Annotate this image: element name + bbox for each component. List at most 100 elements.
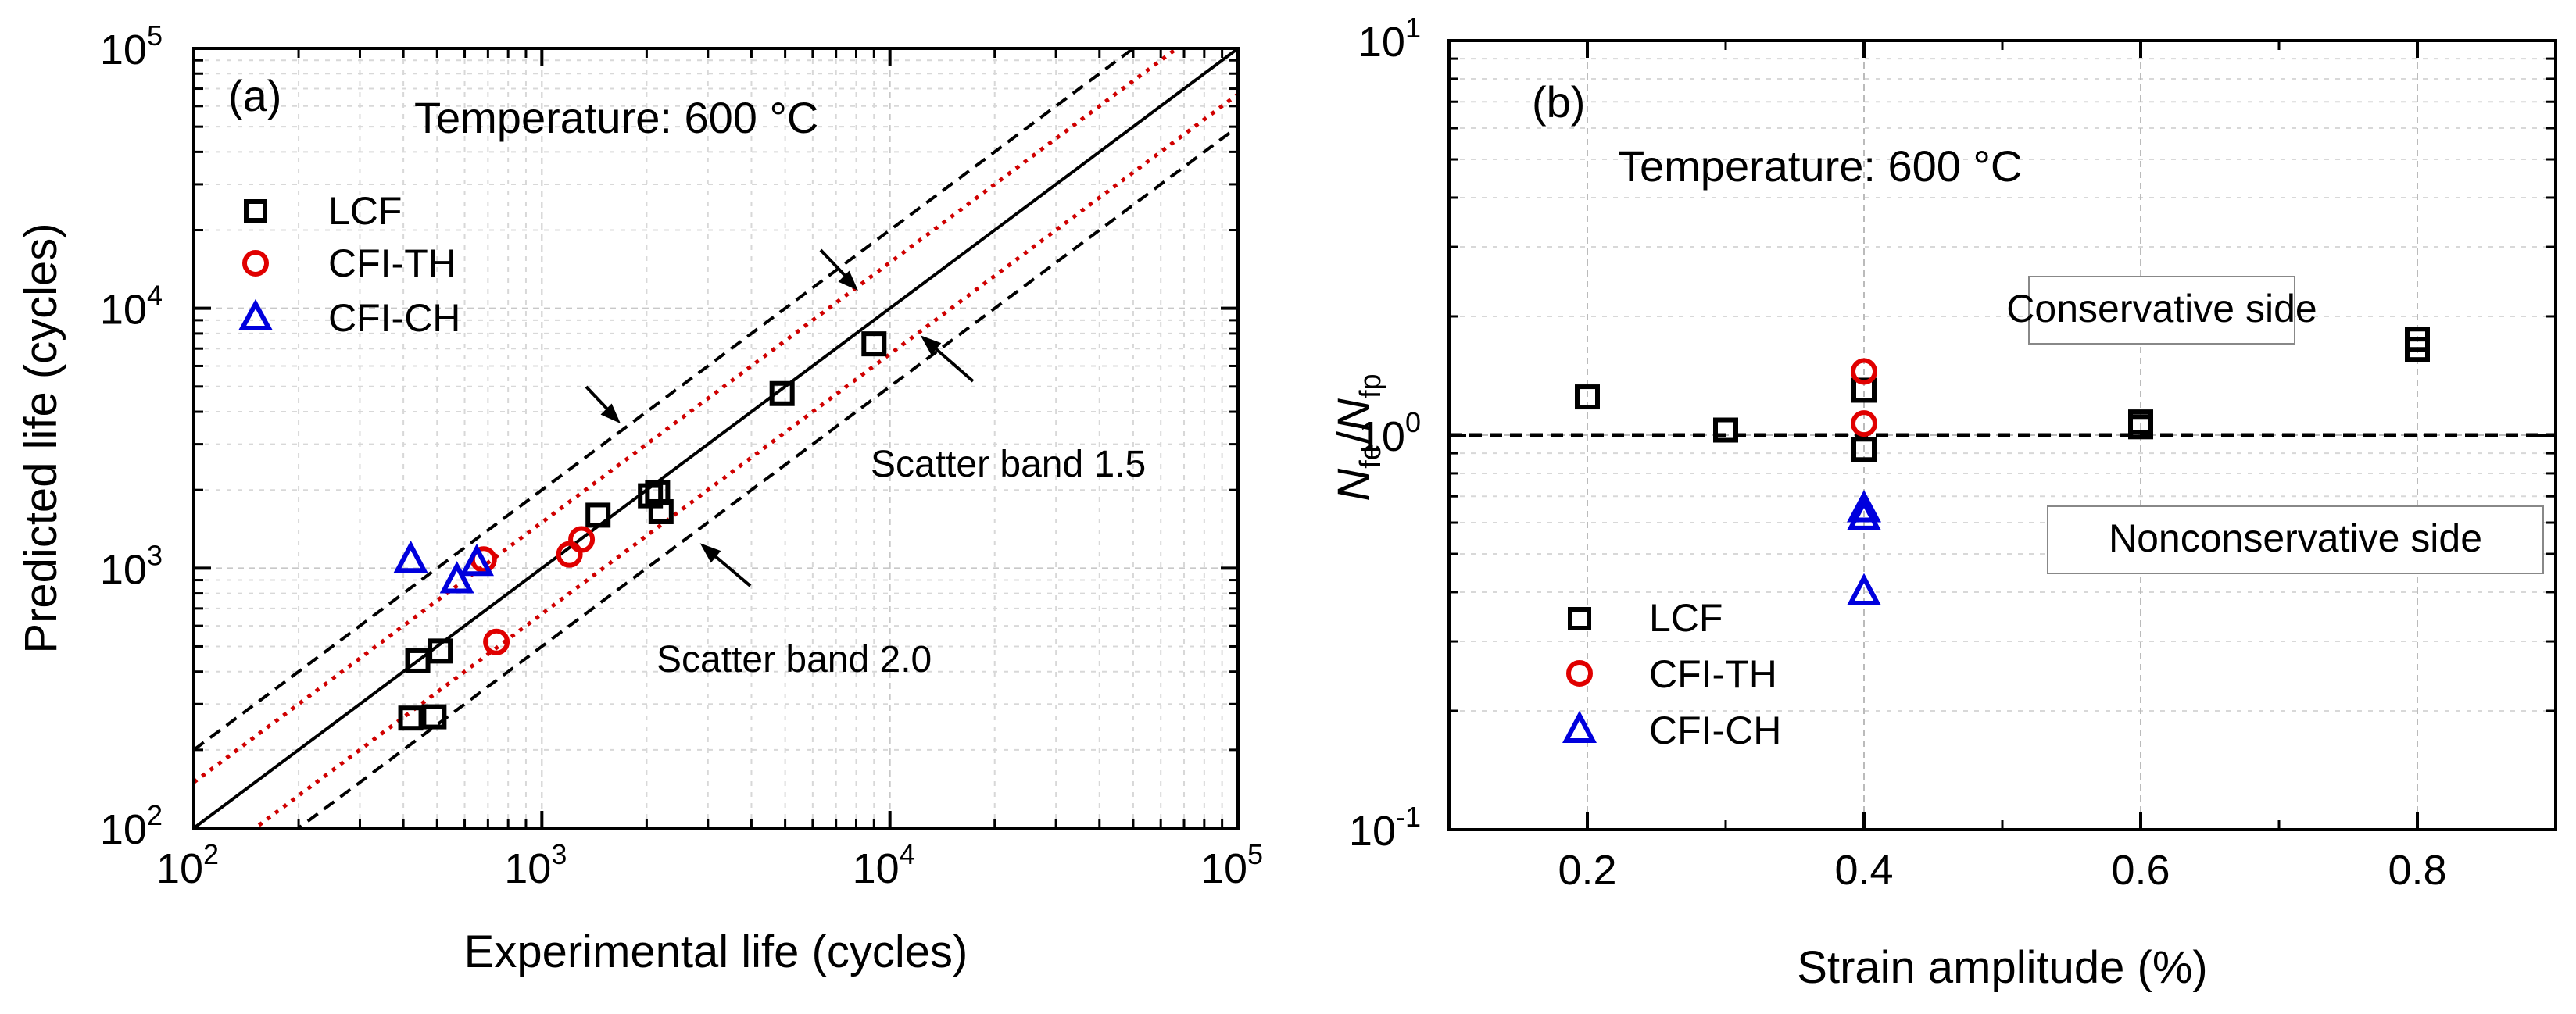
arrow-3-head (600, 403, 621, 423)
y-tick-label-b: 100 (1358, 406, 1421, 460)
x-tick-label-a-base: 10 (504, 845, 551, 892)
arrow-4 (708, 550, 752, 587)
x-tick-label-a-exp: 2 (203, 838, 219, 870)
y-tick-label-a-base: 10 (100, 546, 147, 593)
ylabel-n1: N (1329, 469, 1379, 502)
y-tick-label-a-base: 10 (100, 806, 147, 853)
chart-a-x-axis-title: Experimental life (cycles) (464, 927, 968, 977)
chart-b-points (1575, 327, 2430, 605)
arrow-2 (928, 342, 975, 383)
ref-line-solid (194, 48, 1238, 828)
chart-a-legend: LCF CFI-TH CFI-CH (238, 189, 460, 340)
chart-a-temperature: Temperature: 600 °C (414, 93, 818, 142)
legend-b-cfi-th-marker (1566, 660, 1593, 687)
y-tick-label-a-exp: 5 (147, 20, 163, 52)
ylabel-n2: N (1329, 398, 1379, 431)
chart-a-scatter-band-2-0: Scatter band 2.0 (657, 639, 932, 680)
point-a-lcf (861, 331, 887, 357)
legend-b-cfi-th-label: CFI-TH (1649, 652, 1777, 696)
point-b-lcf (2128, 414, 2153, 440)
point-b-lcf (1852, 377, 1877, 403)
point-b-cfi-th (1851, 358, 1877, 385)
x-tick-label-b: 0.8 (2388, 847, 2446, 894)
x-tick-label-a: 104 (853, 838, 915, 892)
chart-b-temperature: Temperature: 600 °C (1618, 141, 2022, 191)
x-tick-label-a-exp: 3 (551, 838, 567, 870)
legend-a-cfi-ch-marker (238, 298, 274, 330)
chart-b-legend: LCF CFI-TH CFI-CH (1562, 596, 1781, 752)
y-tick-label-a-base: 10 (100, 27, 147, 73)
chart-b-ticks (1447, 39, 2557, 831)
legend-a-cfi-ch-label: CFI-CH (328, 296, 460, 340)
point-a-lcf (585, 502, 611, 528)
chart-a-plot-frame (192, 47, 1240, 830)
point-a-lcf (769, 380, 795, 406)
point-a-cfi-ch (393, 540, 428, 573)
x-tick-label-b: 0.4 (1834, 847, 1893, 894)
chart-b-panel-label: (b) (1532, 77, 1585, 127)
chart-b-x-axis-title: Strain amplitude (%) (1797, 942, 2207, 993)
y-tick-label-b: 101 (1358, 12, 1421, 66)
point-b-cfi-ch (1847, 490, 1881, 523)
chart-a-panel-label: (a) (228, 71, 281, 120)
chart-a-points (393, 331, 887, 731)
legend-a-lcf-label: LCF (328, 189, 402, 233)
x-tick-label-a-base: 10 (156, 845, 203, 892)
arrow-1-head (838, 270, 858, 291)
point-a-cfi-th (483, 628, 510, 655)
chart-a-scatter-band-1-5: Scatter band 1.5 (871, 444, 1146, 485)
x-tick-label-a-exp: 4 (900, 838, 915, 870)
y-tick-label-b-base: 10 (1349, 808, 1396, 855)
arrow-2-head (920, 335, 942, 355)
x-tick-label-a: 105 (1200, 838, 1263, 892)
y-tick-label-a: 104 (100, 280, 163, 334)
point-b-cfi-ch (1847, 498, 1881, 530)
x-tick-label-b: 0.6 (2111, 847, 2170, 894)
point-a-lcf (421, 704, 447, 730)
y-tick-label-a-exp: 3 (147, 539, 163, 571)
y-tick-label-a: 105 (100, 20, 163, 73)
x-tick-label-a-base: 10 (1200, 845, 1247, 892)
point-a-cfi-ch (460, 543, 495, 577)
x-tick-label-a: 103 (504, 838, 567, 892)
x-tick-label-b: 0.2 (1558, 847, 1616, 894)
y-tick-label-a: 103 (100, 539, 163, 593)
x-tick-label-a-base: 10 (853, 845, 900, 892)
chart-a-arrows (585, 248, 975, 587)
chart-a-ticks (192, 47, 1240, 830)
point-b-cfi-ch (1847, 573, 1881, 605)
chart-a-y-axis-title: Predicted life (cycles) (16, 223, 66, 653)
point-b-lcf (1852, 437, 1877, 462)
y-tick-label-a: 102 (100, 799, 163, 853)
chart-b-y-axis-title: Nfe/Nfp (1329, 373, 1387, 501)
ref-line-dotted (252, 92, 1238, 828)
x-tick-label-a: 102 (156, 838, 219, 892)
y-tick-label-a-exp: 2 (147, 799, 163, 831)
point-b-lcf (2405, 337, 2430, 362)
y-tick-label-b-exp: 1 (1405, 12, 1421, 44)
y-tick-label-a-base: 10 (100, 287, 147, 334)
legend-b-lcf-label: LCF (1649, 596, 1723, 640)
point-a-lcf (648, 498, 674, 524)
point-b-lcf (1575, 384, 1600, 410)
conservative-side-label: Conservative side (2006, 287, 2317, 330)
conservative-side-box (2028, 276, 2295, 345)
legend-a-cfi-th-label: CFI-TH (328, 241, 456, 285)
y-tick-label-b: 10-1 (1349, 801, 1421, 855)
legend-b-lcf-marker (1568, 607, 1591, 630)
legend-b-cfi-ch-marker (1562, 710, 1597, 743)
nonconservative-side-label: Nonconservative side (2109, 516, 2482, 560)
ylabel-s1: fe (1354, 444, 1387, 469)
y-tick-label-a-exp: 4 (147, 280, 163, 312)
nonconservative-side-box (2047, 505, 2544, 574)
point-b-lcf (1713, 417, 1738, 443)
legend-a-cfi-th-marker (242, 250, 269, 277)
ref-line-dotted (194, 48, 1180, 784)
point-a-lcf (398, 705, 424, 731)
y-tick-label-b-base: 10 (1358, 19, 1405, 66)
